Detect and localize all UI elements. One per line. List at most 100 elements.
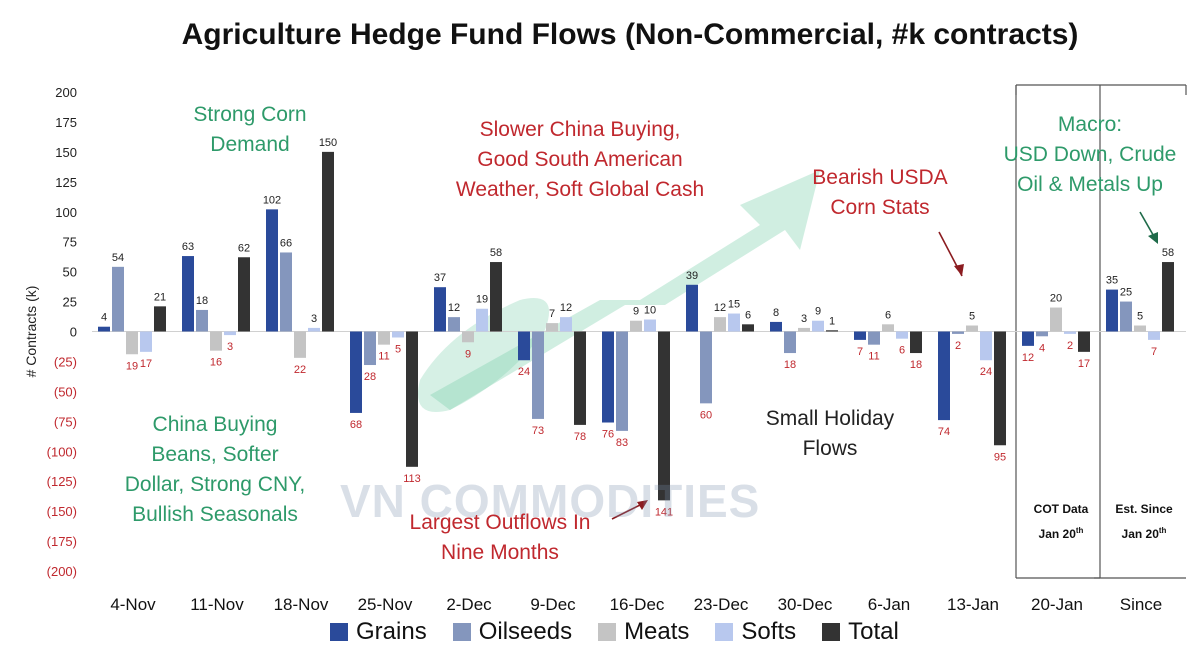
y-tick-label: (150): [47, 504, 77, 519]
annotation-largest-outflows: Largest Outflows In Nine Months: [375, 508, 625, 568]
annotation-line: Largest Outflows In: [409, 511, 591, 534]
legend-label: Softs: [741, 618, 797, 645]
annotation-line: Jan 20: [1121, 527, 1159, 541]
data-label: 10: [644, 305, 656, 317]
annotation-line: COT Data: [1033, 502, 1089, 516]
legend-swatch: [452, 623, 471, 641]
bar-total: [1162, 262, 1174, 332]
data-label: 8: [773, 307, 779, 319]
data-label: 7: [857, 346, 863, 358]
bar-softs: [560, 317, 572, 332]
bar-grains: [686, 284, 698, 332]
x-tick-label: 25-Nov: [358, 595, 413, 614]
bar-oilseeds: [952, 331, 964, 334]
bar-total: [826, 330, 838, 332]
legend-label: Oilseeds: [478, 618, 573, 645]
bar-oilseeds: [280, 252, 292, 332]
bar-softs: [980, 331, 992, 361]
legend-item-oilseeds: Oilseeds: [452, 618, 573, 646]
legend-swatch: [715, 623, 734, 641]
macro-arrowhead-icon: [1148, 232, 1158, 244]
x-tick-label: 2-Dec: [446, 595, 492, 614]
annotation-line: Nine Months: [441, 541, 559, 564]
chart-legend: Grains Oilseeds Meats Softs Total: [330, 618, 899, 646]
data-label: 60: [700, 409, 712, 421]
data-label: 62: [238, 242, 250, 254]
bearish-arrowhead-icon: [954, 264, 964, 276]
bar-oilseeds: [784, 331, 796, 354]
data-label: 7: [1151, 346, 1157, 358]
watermark: VN COMMODITIES: [340, 475, 761, 527]
x-tick-label: 30-Dec: [778, 595, 833, 614]
data-label: 37: [434, 272, 446, 284]
bar-softs: [392, 331, 404, 338]
y-tick-label: 0: [70, 325, 77, 340]
y-tick-label: 175: [55, 115, 77, 130]
y-tick-label: 200: [55, 85, 77, 100]
y-tick-label: 25: [63, 295, 77, 310]
data-label: 6: [885, 309, 891, 321]
data-label: 39: [686, 270, 698, 282]
data-label: 113: [403, 473, 421, 485]
y-tick-label: 50: [63, 265, 77, 280]
x-tick-label: 6-Jan: [868, 595, 911, 614]
data-label: 95: [994, 451, 1006, 463]
data-label: 58: [490, 247, 502, 259]
bar-meats: [294, 331, 306, 358]
data-label: 74: [938, 426, 950, 438]
data-label: 20: [1050, 293, 1062, 305]
data-label: 54: [112, 252, 124, 264]
cot-data-label: COT Data Jan 20th: [1020, 498, 1102, 545]
bar-meats: [966, 325, 978, 332]
annotation-line: Good South American: [477, 148, 683, 171]
data-label: 12: [714, 302, 726, 314]
legend-swatch: [330, 623, 348, 641]
bar-softs: [308, 327, 320, 332]
bar-softs: [812, 320, 824, 332]
bar-softs: [224, 331, 236, 336]
bar-softs: [896, 331, 908, 339]
x-tick-label: 16-Dec: [610, 595, 665, 614]
x-tick-label: Since: [1120, 595, 1163, 614]
bar-oilseeds: [700, 331, 712, 404]
x-tick-label: 20-Jan: [1031, 595, 1083, 614]
bar-total: [742, 324, 754, 332]
annotation-superscript: th: [1158, 526, 1167, 535]
data-label: 73: [532, 425, 544, 437]
bar-total: [910, 331, 922, 354]
annotation-line: Bullish Seasonals: [132, 503, 298, 526]
annotation-line: Bearish USDA: [812, 166, 948, 189]
x-tick-label: 18-Nov: [274, 595, 329, 614]
data-label: 24: [518, 366, 530, 378]
data-label: 18: [910, 359, 922, 371]
bar-total: [658, 331, 670, 501]
bar-grains: [770, 321, 782, 332]
data-label: 4: [101, 312, 107, 324]
bar-oilseeds: [616, 331, 628, 431]
data-label: 9: [815, 306, 821, 318]
bar-total: [154, 306, 166, 332]
legend-swatch: [598, 623, 617, 641]
bar-total: [406, 331, 418, 467]
data-label: 5: [969, 311, 975, 323]
largest-arrow-icon: [611, 502, 645, 520]
annotation-line: Est. Since: [1115, 502, 1173, 516]
bar-total: [322, 151, 334, 332]
legend-item-total: Total: [822, 618, 899, 646]
bar-oilseeds: [1036, 331, 1048, 337]
data-label: 9: [465, 348, 471, 360]
annotation-line: Dollar, Strong CNY,: [124, 473, 306, 496]
bar-grains: [854, 331, 866, 340]
annotation-small-holiday: Small Holiday Flows: [735, 404, 925, 464]
bar-grains: [602, 331, 614, 423]
y-tick-label: 150: [55, 145, 77, 160]
bar-oilseeds: [868, 331, 880, 345]
largest-arrowhead-icon: [637, 500, 648, 510]
annotation-line: Strong Corn: [193, 103, 307, 126]
legend-item-grains: Grains: [330, 618, 427, 646]
data-label: 58: [1162, 247, 1174, 259]
bar-total: [490, 262, 502, 332]
legend-label: Total: [848, 618, 899, 645]
annotation-line: Weather, Soft Global Cash: [455, 178, 705, 201]
bar-oilseeds: [364, 331, 376, 366]
